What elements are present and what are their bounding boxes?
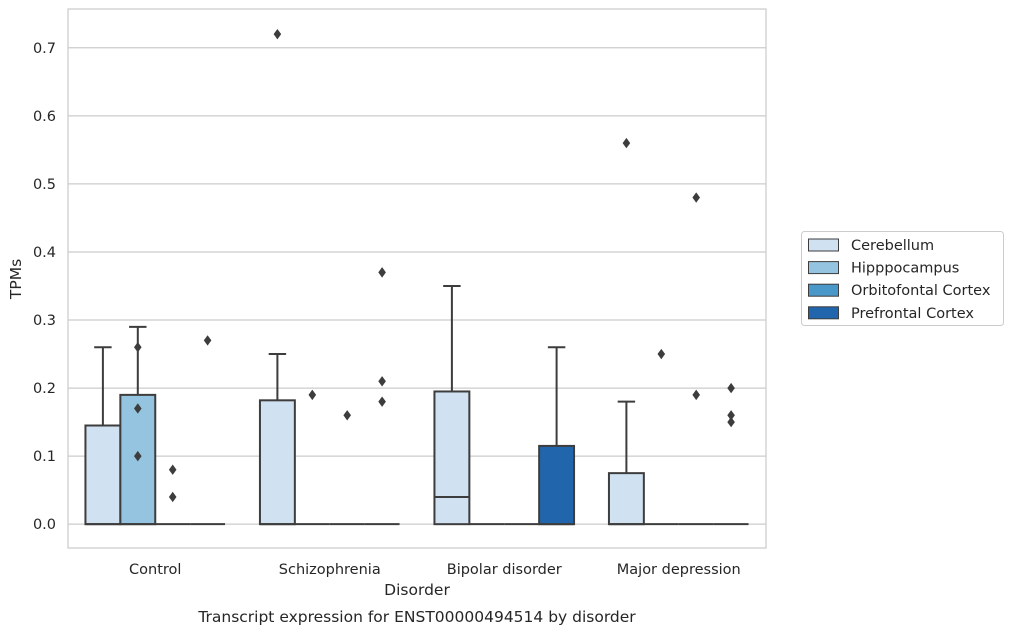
legend-label: Cerebellum [851,238,934,254]
y-tick-label: 0.2 [33,381,56,397]
series-orbitofontal-cortex [155,192,714,526]
box-element [294,389,330,526]
box-element [364,267,400,526]
legend-label: Orbitofontal Cortex [851,283,991,299]
legend-swatch [808,261,839,275]
box-element [155,464,191,526]
outlier-point [134,342,142,353]
outlier-point [657,348,666,360]
box-element [643,348,679,526]
y-tick-label: 0.4 [33,245,56,261]
gridlines [68,47,766,525]
y-tick-label: 0.7 [33,41,56,57]
box [84,424,122,526]
box-element [329,410,365,526]
y-axis-title: TPMs [7,259,25,300]
outlier-point [692,389,700,401]
box-element [433,284,471,526]
x-tick-label: Bipolar disorder [447,562,562,578]
outlier-point [168,464,177,475]
legend-item: Orbitofontal Cortex [808,283,991,299]
outlier-point [622,137,631,149]
y-tick-label: 0.5 [33,177,56,193]
outlier-point [134,403,142,414]
outlier-point [378,376,386,387]
legend-swatch [808,238,839,252]
box-element [119,325,157,526]
legend-item: Prefrontal Cortex [808,306,974,322]
chart-caption: Transcript expression for ENST0000049451… [197,608,636,626]
outlier-point [273,28,282,40]
legend-item: Cerebellum [808,238,934,254]
series-prefrontal-cortex [190,267,749,526]
x-tick-labels: Control Schizophrenia Bipolar disorder Majo… [129,562,741,578]
outlier-point [727,416,735,428]
x-tick-label: Schizophrenia [279,562,381,578]
outlier-point [727,410,735,421]
plot-frame [67,8,767,549]
outlier-point [134,450,142,462]
outlier-point [727,382,735,394]
box [433,390,471,526]
box [607,472,645,526]
box [538,444,576,526]
box-element [190,335,226,526]
series-cerebellum [84,28,645,526]
box-element [678,192,714,526]
legend-label: Hipppocampus [851,261,959,277]
x-axis-title: Disorder [384,581,450,599]
outlier-point [203,335,212,346]
box-element [258,28,296,526]
y-tick-label: 0.0 [33,517,56,533]
box-element [84,346,122,526]
y-tick-label: 0.1 [33,449,56,465]
box [258,399,296,526]
outlier-point [378,396,386,407]
outlier-point [378,267,386,278]
x-tick-label: Control [129,562,181,578]
outlier-point [343,410,351,421]
legend-label: Prefrontal Cortex [851,306,974,322]
box-element [713,382,749,526]
box-plot-series [84,28,749,526]
series-hipppocampus [119,325,679,526]
x-tick-label: Major depression [617,562,741,578]
outlier-point [308,389,317,401]
legend: Cerebellum Hipppocampus Orbitofontal Corte… [801,231,1004,326]
outlier-point [692,192,700,203]
box-element [538,346,576,526]
y-tick-labels: 0.0 0.1 0.2 0.3 0.4 0.5 0.6 0.7 [33,41,56,533]
y-tick-label: 0.6 [33,109,56,125]
box-element [607,137,645,526]
y-tick-label: 0.3 [33,313,56,329]
legend-frame [801,231,1004,326]
legend-item: Hipppocampus [808,261,959,277]
legend-swatch [808,306,839,320]
legend-swatch [808,283,839,297]
outlier-point [168,491,177,503]
